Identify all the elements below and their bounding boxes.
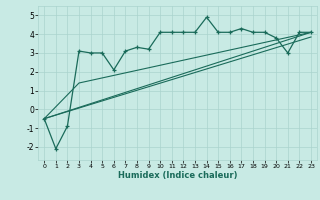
X-axis label: Humidex (Indice chaleur): Humidex (Indice chaleur) xyxy=(118,171,237,180)
